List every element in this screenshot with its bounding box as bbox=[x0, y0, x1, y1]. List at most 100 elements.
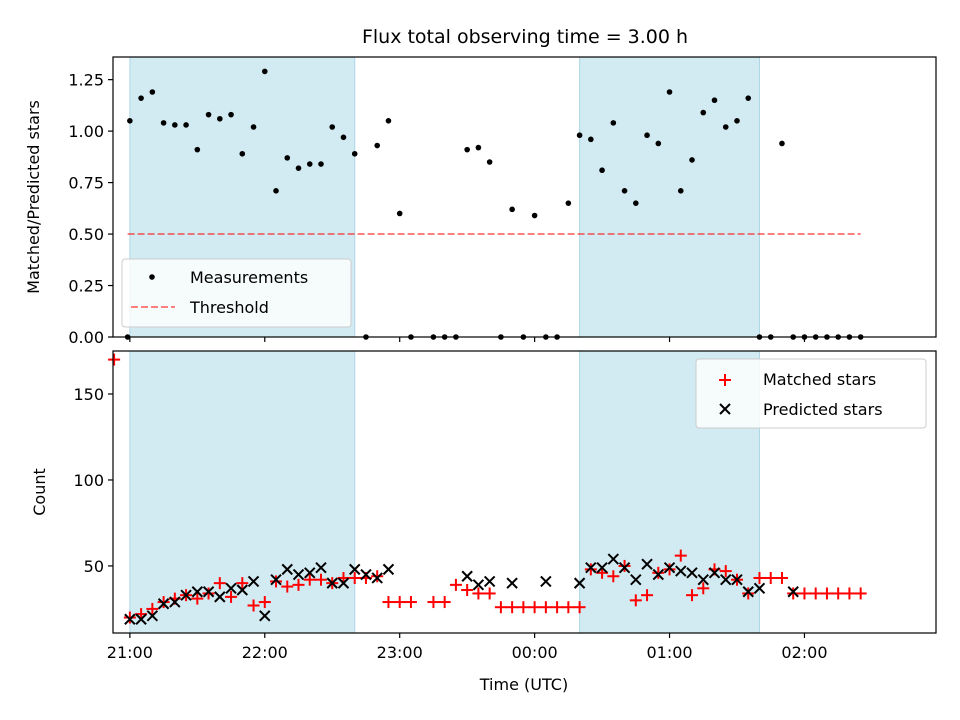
matched-star-point bbox=[247, 599, 260, 612]
matched-star-point bbox=[108, 353, 121, 366]
matched-star-point bbox=[641, 589, 654, 602]
top-plot-frame bbox=[112, 56, 937, 338]
top-y-axis-label: Matched/Predicted stars bbox=[24, 100, 43, 294]
matched-star-point bbox=[652, 566, 665, 579]
predicted-star-point bbox=[157, 598, 170, 610]
matched-star-point bbox=[303, 573, 316, 586]
matched-star-point bbox=[404, 596, 417, 609]
x-axis-label: Time (UTC) bbox=[479, 675, 568, 694]
predicted-star-point bbox=[169, 596, 181, 608]
predicted-star-point bbox=[573, 577, 586, 589]
measurement-point bbox=[183, 122, 189, 128]
predicted-star-point bbox=[652, 568, 665, 581]
legend-threshold-label: Threshold bbox=[189, 298, 269, 317]
y-tick-label: 100 bbox=[73, 471, 104, 490]
matched-star-point bbox=[528, 601, 541, 614]
matched-star-point bbox=[123, 611, 136, 624]
measurement-point bbox=[464, 146, 470, 153]
matched-star-point bbox=[798, 587, 811, 600]
matched-star-point bbox=[663, 563, 676, 576]
y-tick-label: 1.25 bbox=[68, 71, 104, 90]
matched-star-point bbox=[719, 565, 732, 578]
legend-matched-marker bbox=[719, 374, 731, 386]
matched-star-point bbox=[607, 570, 620, 583]
predicted-star-point bbox=[191, 586, 204, 598]
measurement-point bbox=[734, 118, 740, 124]
matched-star-point bbox=[472, 587, 485, 600]
measurement-point bbox=[273, 188, 279, 194]
predicted-star-point bbox=[787, 586, 799, 598]
matched-star-point bbox=[753, 571, 766, 584]
matched-star-point bbox=[573, 601, 586, 614]
predicted-star-point bbox=[146, 610, 159, 622]
matched-star-point bbox=[809, 587, 822, 600]
predicted-star-point bbox=[236, 584, 249, 596]
predicted-star-point bbox=[225, 582, 237, 594]
predicted-star-point bbox=[214, 591, 226, 603]
measurement-point bbox=[633, 200, 639, 206]
matched-star-point bbox=[674, 549, 687, 562]
predicted-star-point bbox=[292, 568, 305, 581]
measurement-point bbox=[509, 206, 515, 213]
x-tick-label: 23:00 bbox=[377, 643, 423, 662]
measurement-point bbox=[295, 165, 302, 171]
y-tick-label: 150 bbox=[73, 385, 104, 404]
measurement-point bbox=[374, 142, 381, 149]
legend-predicted-label: Predicted stars bbox=[763, 400, 883, 419]
measurement-point bbox=[217, 115, 223, 122]
predicted-star-point bbox=[135, 613, 147, 625]
measurement-point bbox=[385, 118, 392, 124]
matched-star-point bbox=[314, 573, 327, 586]
matched-star-point bbox=[382, 596, 395, 609]
legend-measurements-label: Measurements bbox=[190, 268, 308, 287]
predicted-star-point bbox=[259, 610, 271, 622]
y-tick-label: 0.25 bbox=[68, 277, 104, 296]
x-tick-label: 01:00 bbox=[646, 643, 692, 662]
matched-star-point bbox=[449, 578, 462, 591]
predicted-star-point bbox=[753, 582, 766, 594]
measurement-point bbox=[351, 150, 358, 157]
matched-star-point bbox=[393, 596, 406, 609]
matched-star-point bbox=[775, 571, 788, 584]
x-tick-label: 21:00 bbox=[107, 643, 153, 662]
matched-star-point bbox=[686, 589, 699, 602]
matched-star-point bbox=[461, 584, 474, 597]
bottom-legend: Matched stars Predicted stars bbox=[695, 358, 927, 429]
measurement-point bbox=[655, 140, 662, 147]
matched-star-point bbox=[191, 592, 204, 605]
matched-star-point bbox=[225, 590, 238, 603]
predicted-star-point bbox=[349, 563, 361, 576]
measurement-point bbox=[250, 124, 257, 130]
matched-star-point bbox=[348, 571, 361, 584]
measurement-point bbox=[588, 136, 594, 143]
measurement-point bbox=[228, 111, 234, 118]
matched-star-point bbox=[562, 601, 575, 614]
measurement-point bbox=[149, 89, 156, 95]
measurement-point bbox=[160, 120, 167, 126]
measurement-point bbox=[475, 144, 482, 151]
matched-star-point bbox=[832, 587, 845, 600]
predicted-star-point bbox=[315, 561, 327, 574]
measurement-point bbox=[599, 167, 605, 174]
predicted-star-point bbox=[607, 553, 620, 565]
predicted-star-point bbox=[663, 561, 676, 574]
predicted-star-point bbox=[630, 573, 642, 586]
x-tick-label: 02:00 bbox=[781, 643, 827, 662]
matched-star-point bbox=[854, 587, 867, 600]
predicted-star-point bbox=[720, 573, 732, 586]
matched-star-point bbox=[517, 601, 530, 614]
matched-star-point bbox=[494, 601, 507, 614]
measurement-point bbox=[284, 155, 291, 161]
bottom-y-axis-label: Count bbox=[30, 468, 49, 516]
predicted-star-point bbox=[596, 561, 608, 574]
measurement-point bbox=[329, 124, 336, 130]
bottom-plot-frame bbox=[112, 350, 937, 634]
matched-star-point bbox=[843, 587, 856, 600]
top-legend: Measurements Threshold bbox=[121, 258, 352, 328]
measurement-point bbox=[722, 124, 729, 130]
predicted-star-point bbox=[180, 589, 192, 601]
matched-star-point bbox=[506, 601, 519, 614]
matched-star-point bbox=[551, 601, 564, 614]
matched-star-point bbox=[438, 596, 451, 609]
